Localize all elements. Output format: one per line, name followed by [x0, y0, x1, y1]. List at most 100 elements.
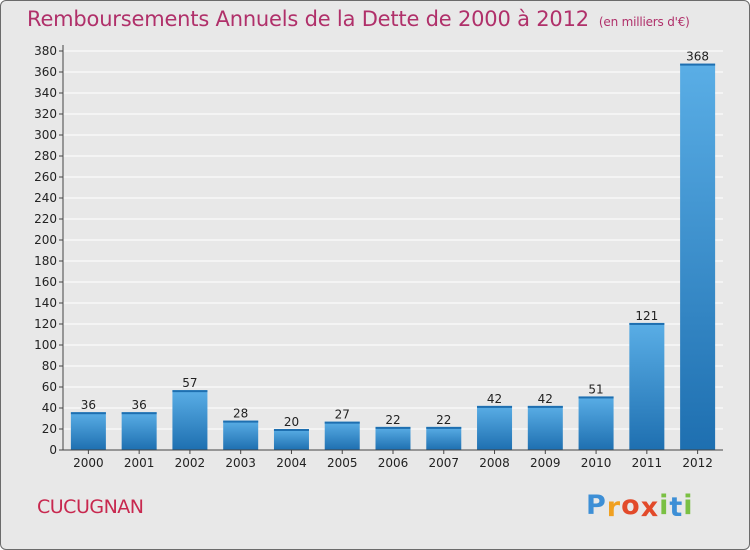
chart-title: Remboursements Annuels de la Dette de 20… [27, 7, 690, 31]
bar [172, 390, 208, 450]
logo-letter: i [659, 490, 670, 521]
y-tick-label: 200 [34, 233, 57, 247]
bar [324, 421, 360, 450]
x-tick-label: 2008 [479, 456, 510, 470]
y-tick-label: 360 [34, 65, 57, 79]
bar [273, 429, 309, 450]
bar-top-edge [680, 63, 716, 66]
bar [629, 322, 665, 450]
x-tick-label: 2010 [581, 456, 612, 470]
data-label: 36 [81, 398, 96, 412]
y-tick-label: 40 [42, 401, 57, 415]
y-tick-label: 80 [42, 359, 57, 373]
x-tick-label: 2002 [175, 456, 206, 470]
y-tick-label: 220 [34, 212, 57, 226]
data-label: 28 [233, 407, 248, 421]
bar-2010 [578, 396, 614, 450]
bar [680, 63, 716, 450]
y-tick-label: 100 [34, 338, 57, 352]
x-tick-label: 2007 [428, 456, 459, 470]
x-tick-label: 2000 [73, 456, 104, 470]
data-label: 27 [335, 408, 350, 422]
bar [70, 412, 106, 450]
proxiti-logo: Proxiti [586, 490, 694, 523]
bar-top-edge [426, 426, 462, 429]
x-tick-label: 2011 [632, 456, 663, 470]
bar-2008 [477, 405, 513, 450]
logo-letter: x [640, 492, 660, 523]
x-tick-label: 2001 [124, 456, 155, 470]
bar [375, 426, 411, 450]
x-tick-label: 2004 [276, 456, 307, 470]
data-label: 36 [132, 398, 147, 412]
bar-2002 [172, 390, 208, 450]
axes [62, 45, 723, 451]
x-axis-ticks: 2000 2001 2002 2003 2004 2005 2006 2007 2008 2009… [73, 450, 713, 470]
bar-2012 [680, 63, 716, 450]
bar-top-edge [527, 405, 563, 408]
bar-top-edge [121, 412, 157, 415]
logo-letter: t [669, 492, 684, 523]
data-label: 121 [635, 309, 658, 323]
bar [477, 405, 513, 450]
bar-top-edge [629, 322, 665, 325]
logo-letter: r [606, 492, 622, 523]
bar-2001 [121, 412, 157, 450]
bar [578, 396, 614, 450]
y-tick-label: 300 [34, 128, 57, 142]
y-tick-label: 0 [49, 443, 57, 457]
bar-2000 [70, 412, 106, 450]
bar [223, 420, 259, 450]
bars: 36 36 57 28 20 27 22 22 42 42 51 121 368 [70, 50, 716, 450]
data-label: 51 [588, 382, 603, 396]
x-tick-label: 2006 [378, 456, 409, 470]
bar-top-edge [477, 405, 513, 408]
y-tick-label: 140 [34, 296, 57, 310]
bar-top-edge [273, 429, 309, 431]
bar-top-edge [578, 396, 614, 399]
y-tick-label: 260 [34, 170, 57, 184]
bar-top-edge [375, 426, 411, 429]
bar-2005 [324, 421, 360, 450]
bar-2011 [629, 322, 665, 450]
bar-2006 [375, 426, 411, 450]
commune-name: CUCUGNAN [37, 496, 144, 518]
x-tick-label: 2009 [530, 456, 561, 470]
y-tick-label: 160 [34, 275, 57, 289]
data-label: 42 [487, 392, 502, 406]
logo-letter: i [683, 490, 694, 521]
bar-2003 [223, 420, 259, 450]
bar-2007 [426, 426, 462, 450]
data-label: 20 [284, 415, 299, 429]
y-tick-label: 120 [34, 317, 57, 331]
data-label: 42 [538, 392, 553, 406]
unit-note: (en milliers d'€) [598, 15, 690, 29]
data-label: 22 [436, 413, 451, 427]
bar-top-edge [223, 420, 259, 423]
bar [426, 426, 462, 450]
logo-letter: o [621, 490, 641, 521]
y-tick-label: 340 [34, 86, 57, 100]
y-tick-label: 320 [34, 107, 57, 121]
y-tick-label: 240 [34, 191, 57, 205]
y-tick-label: 380 [34, 44, 57, 58]
y-tick-label: 180 [34, 254, 57, 268]
bar-top-edge [324, 421, 360, 424]
data-label: 57 [182, 376, 197, 390]
y-axis-ticks: 0 20 40 60 80 100 120 140 160 180 200 220 240 260 280 3… [34, 44, 63, 457]
x-tick-label: 2003 [225, 456, 256, 470]
y-tick-label: 280 [34, 149, 57, 163]
bar [121, 412, 157, 450]
data-label: 368 [686, 50, 709, 64]
x-tick-label: 2012 [682, 456, 713, 470]
bar-2009 [527, 405, 563, 450]
grid-lines [63, 50, 723, 451]
bar [527, 405, 563, 450]
chart-title-text: Remboursements Annuels de la Dette de 20… [27, 7, 589, 31]
x-tick-label: 2005 [327, 456, 358, 470]
bar-2004 [273, 429, 309, 450]
data-label: 22 [385, 413, 400, 427]
y-tick-label: 60 [42, 380, 57, 394]
